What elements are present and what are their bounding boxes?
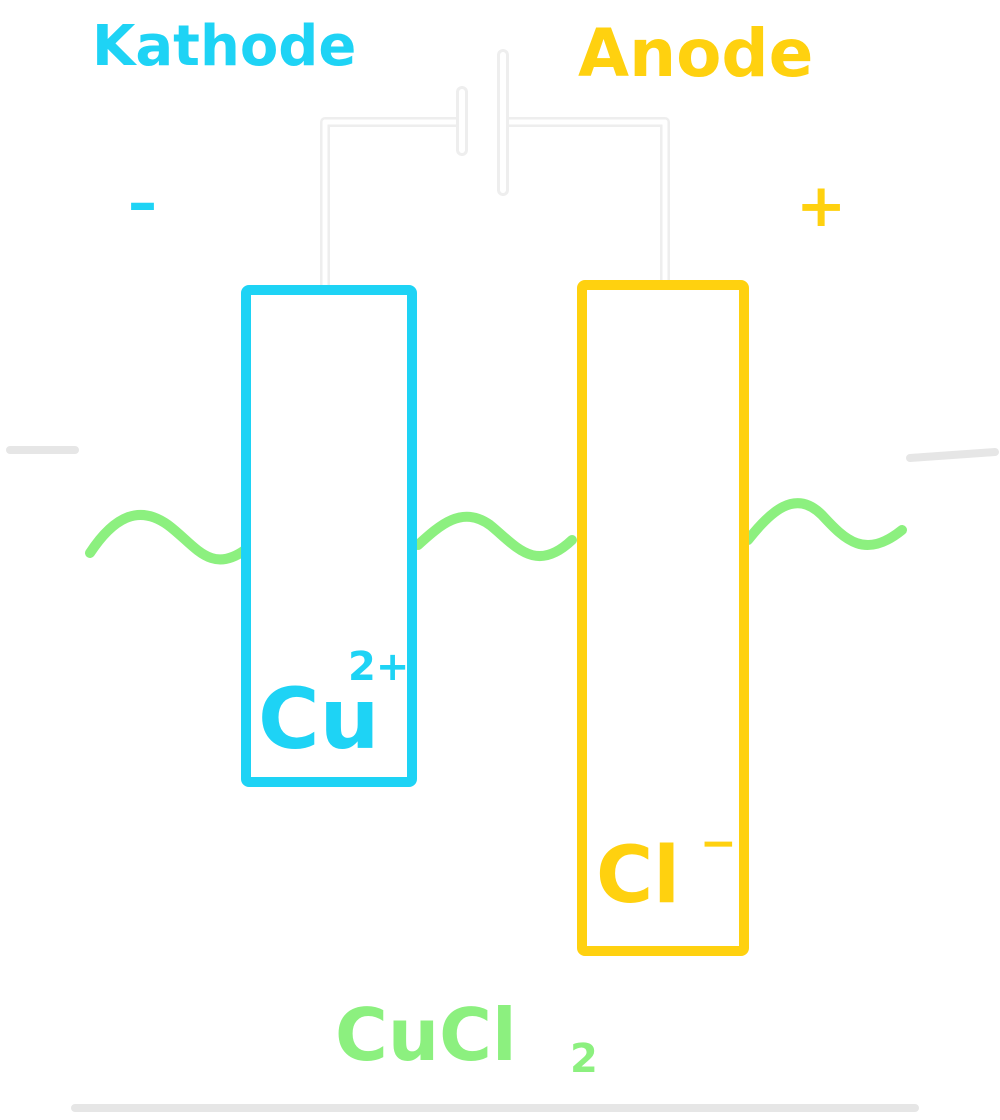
electrolyte-surface (85, 498, 907, 565)
cathode-sign: – (128, 168, 157, 236)
cathode-label: Kathode (92, 14, 356, 79)
anode-sign: + (796, 171, 846, 241)
anode-wire-core (505, 119, 668, 282)
electrolyte-formula-subscript: 2 (570, 1036, 598, 1082)
wave-middle (413, 511, 577, 561)
beaker-outline (6, 446, 999, 1112)
cathode-wire-core (322, 119, 462, 288)
cathode-ion-label: Cu (258, 670, 379, 768)
anode-label: Anode (578, 15, 813, 92)
anode-ion-label: Cl (596, 831, 680, 921)
battery-symbol-icon (456, 49, 509, 196)
cathode-ion-charge: 2+ (348, 644, 409, 690)
wave-left (85, 509, 250, 565)
wave-right (743, 498, 907, 551)
cathode-wire (320, 117, 462, 288)
anode-wire (505, 117, 670, 282)
anode-ion-charge: − (700, 818, 737, 869)
electrolyte-formula: CuCl (335, 993, 517, 1077)
cathode-electrode (241, 285, 417, 787)
anode-electrode (577, 280, 749, 956)
